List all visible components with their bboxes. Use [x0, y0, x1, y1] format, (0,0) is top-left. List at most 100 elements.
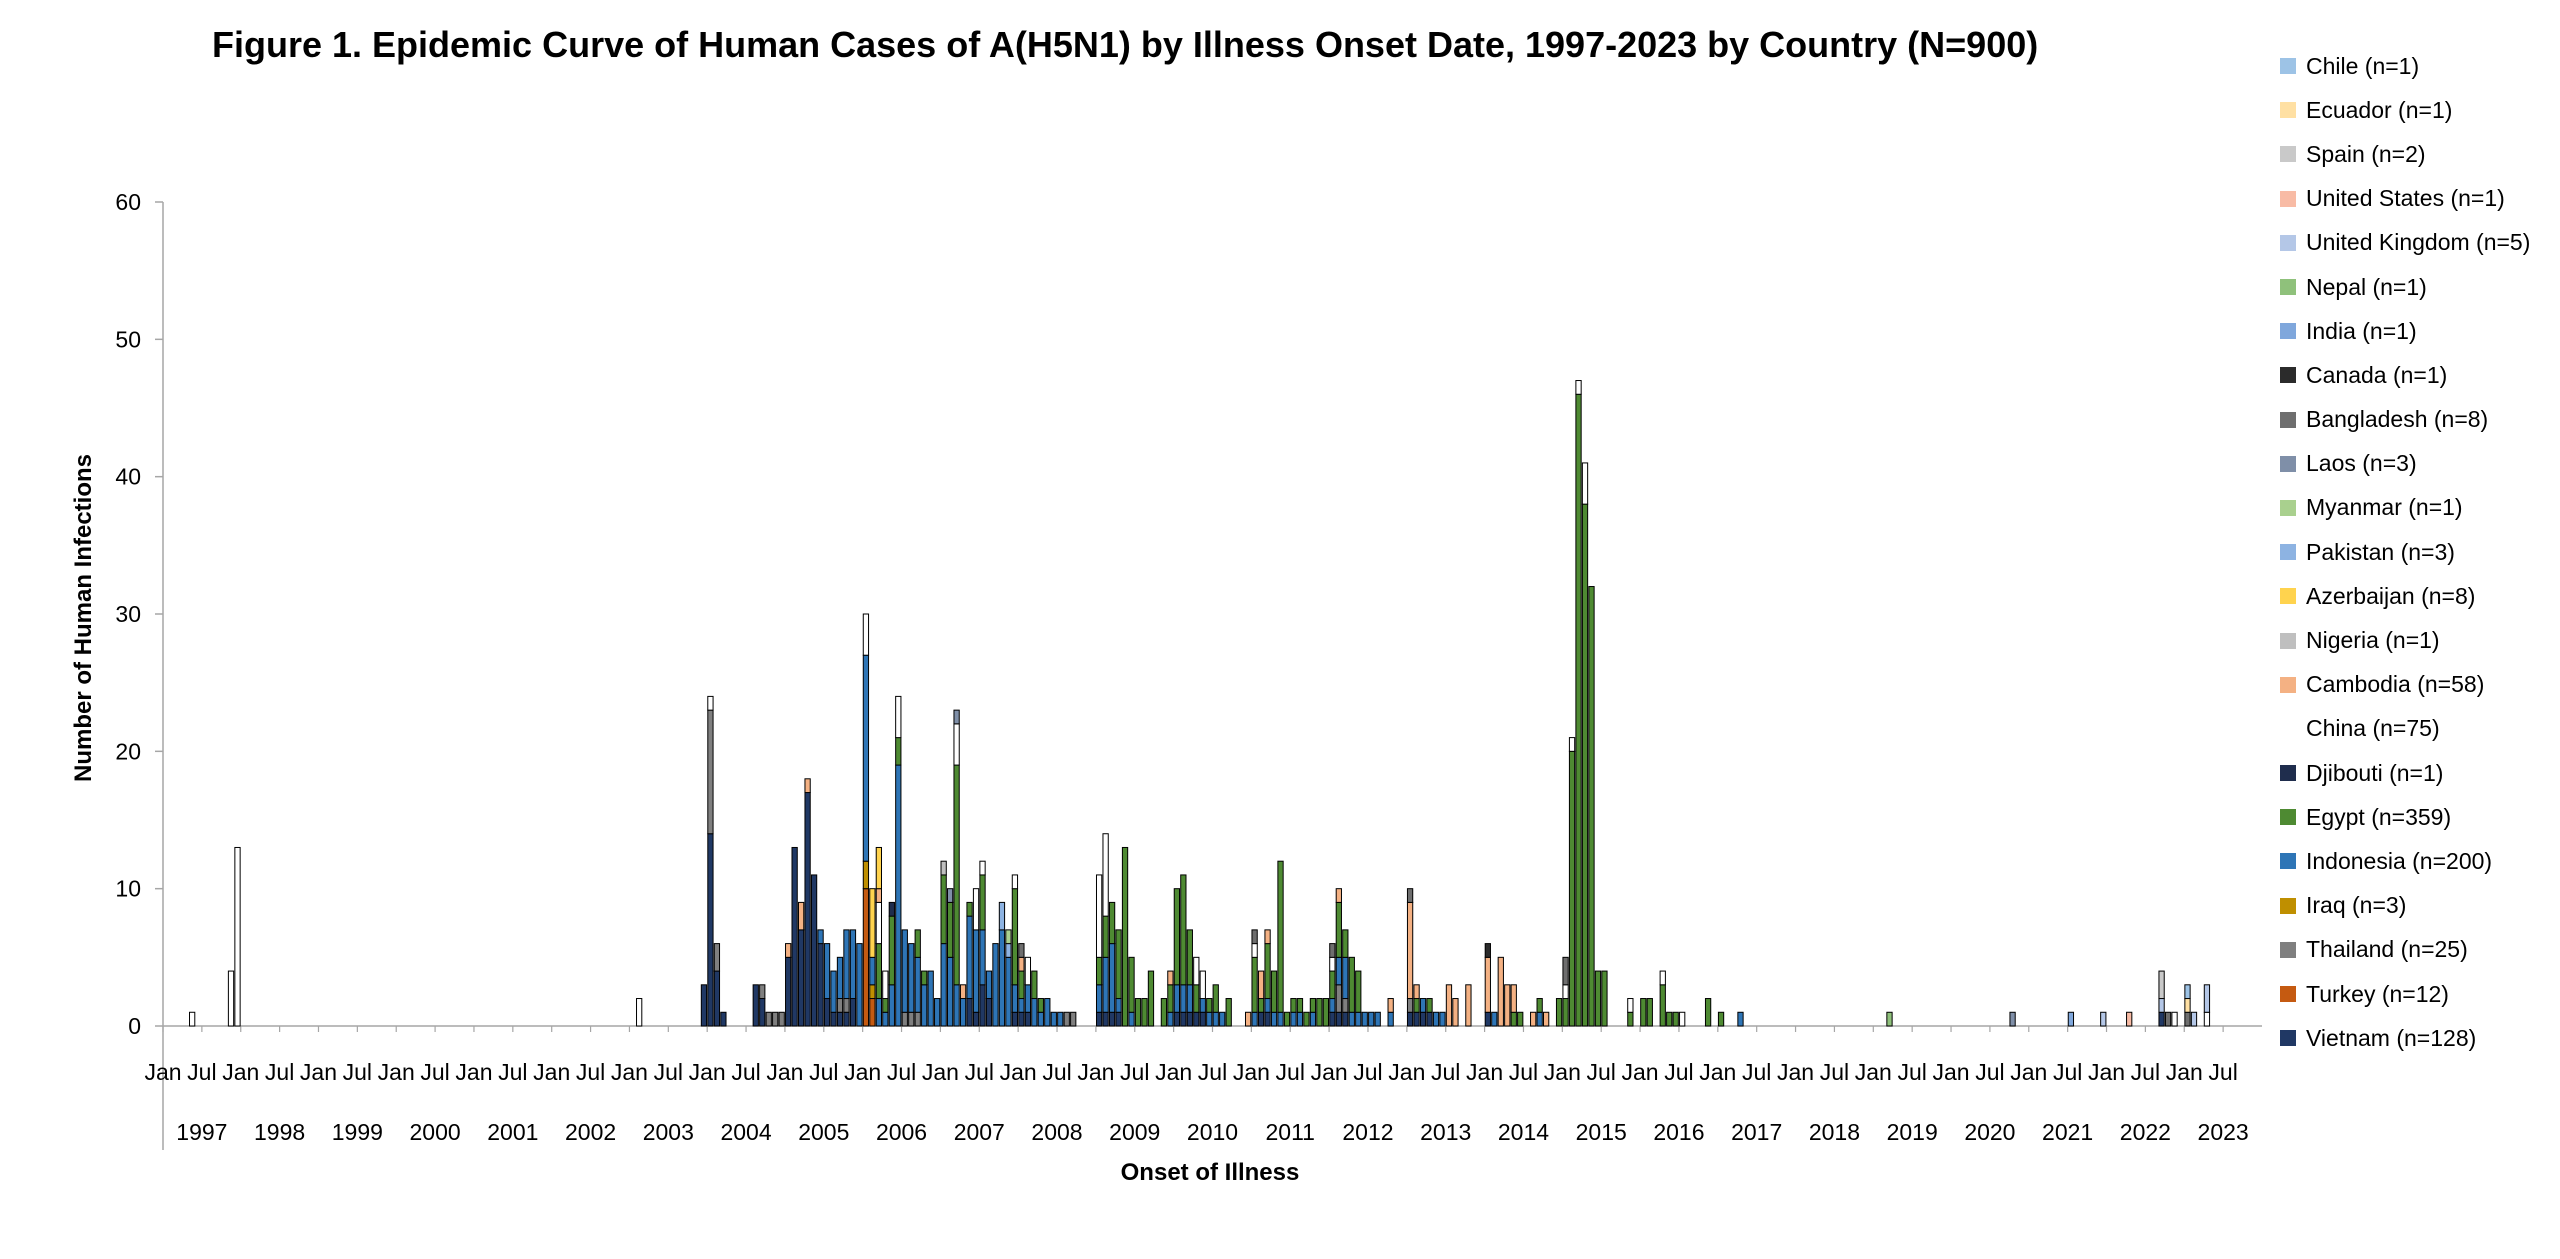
x-tick-label: Jul [887, 1059, 916, 1085]
bar-segment [1115, 998, 1122, 1013]
bar-segment [227, 970, 235, 1027]
bar-segment [1374, 1011, 1381, 1027]
x-tick-label: Jan [922, 1059, 959, 1085]
legend-swatch [2280, 455, 2296, 472]
bar-segment [2190, 1011, 2198, 1027]
x-tick-label: Jan [1000, 1059, 1037, 1085]
bar-segment [1031, 998, 1038, 1027]
bar-segment [1659, 970, 1666, 986]
bar-segment [882, 970, 889, 1000]
bar-segment [1173, 984, 1181, 1013]
x-tick-label: Jul [1664, 1059, 1693, 1085]
y-tick-label: 10 [115, 876, 141, 902]
bar-segment [1277, 860, 1284, 1013]
year-label: 2020 [1964, 1119, 2015, 1145]
x-tick-label: Jul [1820, 1059, 1849, 1085]
bar-segment [1413, 998, 1420, 1013]
legend-item: Thailand (n=25) [2280, 928, 2550, 972]
legend-swatch [2280, 411, 2296, 428]
bar-segment [1018, 1011, 1025, 1027]
bar-segment [1406, 1011, 1414, 1027]
legend-swatch [2280, 986, 2296, 1003]
bar-segment [1562, 956, 1569, 986]
bar-segment [1257, 1011, 1265, 1027]
bar-segment [2184, 998, 2191, 1013]
bar-segment [1173, 1011, 1181, 1027]
legend-swatch [2280, 190, 2296, 207]
bar-segment [1886, 1011, 1893, 1027]
legend-swatch [2280, 499, 2296, 516]
x-tick-label: Jan [1932, 1059, 1969, 1085]
x-tick-label: Jan [455, 1059, 492, 1085]
bar-segment [1484, 956, 1491, 1013]
legend-label: Cambodia (n=58) [2306, 671, 2485, 698]
x-tick-label: Jul [1587, 1059, 1616, 1085]
year-label: 2019 [1887, 1119, 1938, 1145]
x-tick-label: Jan [2166, 1059, 2203, 1085]
legend-item: Egypt (n=359) [2280, 795, 2550, 839]
bar-segment [1679, 1011, 1686, 1027]
bar-segment [869, 888, 876, 958]
bar-segment [966, 915, 973, 1000]
bar-segment [1018, 943, 1025, 958]
year-label: 2003 [643, 1119, 694, 1145]
bar-segment [1672, 1011, 1679, 1027]
bar-segment [908, 943, 915, 1013]
bar-segment [1251, 943, 1258, 958]
bar-segment [1491, 1011, 1498, 1027]
bar-segment [1102, 956, 1109, 1013]
bar-segment [979, 984, 986, 1027]
bar-segment [979, 860, 986, 876]
y-tick-label: 40 [115, 464, 141, 490]
bar-segment [1484, 943, 1491, 958]
y-tick-label: 0 [128, 1013, 141, 1039]
bar-segment [1568, 750, 1576, 1027]
legend-swatch [2280, 102, 2296, 119]
bar-segment [1666, 1011, 1673, 1027]
legend-item: Pakistan (n=3) [2280, 530, 2550, 574]
legend-swatch [2280, 146, 2296, 163]
bar-segment [1342, 998, 1349, 1013]
x-tick-label: Jul [2053, 1059, 2082, 1085]
bar-segment [862, 613, 870, 656]
bar-segment [1594, 970, 1602, 1027]
legend-label: Egypt (n=359) [2306, 803, 2452, 830]
bar-segment [862, 654, 870, 862]
bar-segment [707, 709, 714, 835]
x-tick-label: Jul [576, 1059, 605, 1085]
x-tick-label: Jan [1233, 1059, 1270, 1085]
bar-segment [908, 1011, 915, 1027]
year-label: 2017 [1731, 1119, 1782, 1145]
year-label: 2008 [1031, 1119, 1082, 1145]
legend-label: Myanmar (n=1) [2306, 494, 2463, 521]
bar-segment [1199, 970, 1206, 1000]
bar-segment [1646, 998, 1653, 1027]
bar-segment [759, 984, 766, 1000]
legend-swatch [2280, 632, 2296, 649]
bar-segment [1277, 1011, 1284, 1027]
legend-swatch [2280, 853, 2296, 870]
bar-segment [972, 888, 980, 931]
x-tick-label: Jul [1975, 1059, 2004, 1085]
bar-segment [1575, 380, 1582, 395]
bar-segment [914, 956, 921, 1013]
bar-segment [2009, 1011, 2016, 1027]
legend-swatch [2280, 323, 2296, 340]
legend-swatch [2280, 941, 2296, 958]
bar-segment [1128, 1011, 1135, 1027]
year-label: 2018 [1809, 1119, 1860, 1145]
y-tick-label: 20 [115, 738, 141, 764]
legend-swatch [2280, 544, 2296, 561]
bar-segment [1095, 956, 1103, 986]
bar-segment [1011, 888, 1019, 986]
bar-segment [1251, 1011, 1258, 1027]
bar-segment [713, 943, 721, 972]
legend-item: Nepal (n=1) [2280, 265, 2550, 309]
x-tick-label: Jan [300, 1059, 337, 1085]
legend-item: Cambodia (n=58) [2280, 663, 2550, 707]
bar-segment [1160, 998, 1168, 1027]
bar-segment [1296, 1011, 1304, 1027]
bar-segment [1530, 1011, 1537, 1027]
chart-title: Figure 1. Epidemic Curve of Human Cases … [212, 24, 2039, 65]
bar-segment [234, 846, 241, 1027]
